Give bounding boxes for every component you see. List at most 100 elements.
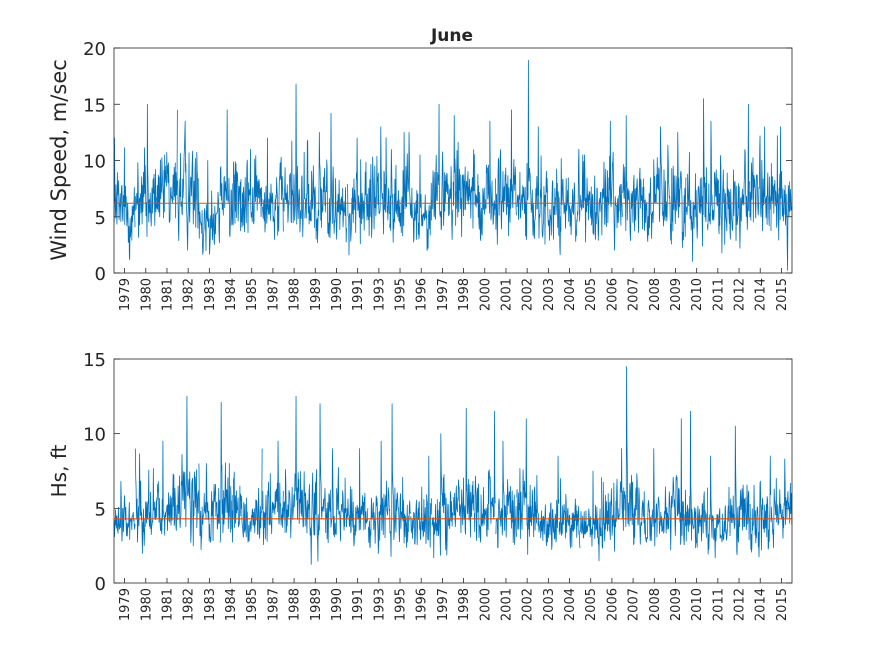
x-tick-label: 1988: [288, 588, 303, 621]
series-segment-1984: [219, 109, 242, 237]
x-tick-label: 1982: [182, 588, 197, 621]
x-tick-label: 2005: [584, 588, 599, 621]
wave-height-y-ticks: 0 5 10 15: [83, 350, 792, 595]
y-tick-label: 0: [95, 574, 106, 595]
wind-speed-y-axis-label: Wind Speed, m/sec: [47, 59, 71, 261]
x-tick-label: 2015: [775, 588, 790, 621]
x-tick-label: 2005: [584, 278, 599, 311]
series-segment-1989: [304, 403, 327, 565]
x-tick-label: 1997: [436, 588, 451, 621]
series-segment-1985: [240, 148, 263, 234]
series-segment-1998: [452, 115, 475, 238]
x-tick-label: 2004: [563, 278, 578, 311]
x-tick-label: 2002: [521, 278, 536, 311]
series-segment-1991: [346, 448, 369, 547]
x-tick-label: 2001: [499, 588, 514, 621]
x-tick-label: 1995: [394, 588, 409, 621]
x-tick-label: 1984: [224, 588, 239, 621]
x-tick-label: 2010: [690, 588, 705, 621]
series-segment-2007: [622, 366, 644, 545]
series-segment-1987: [262, 440, 284, 546]
series-segment-2010: [685, 98, 708, 262]
wind-speed-x-tick-labels: 1979 1980 1981 1982 1983 1984 1985 1987 1988 1989…: [118, 268, 790, 311]
series-segment-2014: [749, 126, 772, 232]
series-segment-1987: [262, 137, 284, 240]
series-segment-1990: [325, 448, 348, 544]
x-tick-label: 1991: [351, 588, 366, 621]
wave-height-series: [113, 366, 793, 565]
y-tick-label: 15: [83, 350, 106, 371]
x-tick-label: 2009: [669, 588, 684, 621]
series-segment-1980: [134, 103, 157, 238]
x-tick-label: 1985: [245, 278, 260, 311]
x-tick-label: 2014: [754, 278, 769, 311]
wave-height-axes-box: [113, 358, 793, 584]
x-tick-label: 1979: [118, 588, 133, 621]
series-segment-1997: [431, 433, 454, 559]
x-tick-label: 1998: [457, 278, 472, 311]
series-segment-1981: [156, 440, 178, 536]
x-tick-label: 2009: [669, 278, 684, 311]
series-segment-2003: [537, 126, 560, 245]
series-segment-1982: [177, 120, 199, 251]
x-tick-label: 1998: [457, 588, 472, 621]
series-segment-2009: [664, 418, 687, 551]
x-tick-label: 2007: [627, 278, 642, 311]
series-segment-2011: [707, 120, 729, 254]
x-tick-label: 1981: [160, 278, 175, 311]
series-segment-1993: [368, 126, 390, 238]
x-tick-label: 2015: [775, 278, 790, 311]
x-tick-label: 2006: [605, 278, 620, 311]
series-segment-2008: [643, 448, 666, 547]
series-segment-2015: [770, 126, 793, 271]
x-tick-label: 2008: [648, 278, 663, 311]
series-segment-2001: [495, 440, 517, 549]
series-segment-1979: [113, 137, 136, 261]
series-segment-2009: [664, 131, 687, 249]
series-segment-2015: [770, 458, 793, 549]
x-tick-label: 1982: [182, 278, 197, 311]
x-tick-label: 2011: [711, 588, 726, 621]
series-segment-1998: [452, 407, 475, 538]
x-tick-label: 2008: [648, 588, 663, 621]
wind-speed-plot-area: [114, 48, 792, 273]
y-tick-label: 10: [83, 425, 106, 446]
x-tick-label: 2001: [499, 278, 514, 311]
x-tick-label: 1980: [139, 278, 154, 311]
x-tick-label: 1993: [372, 278, 387, 311]
series-segment-2002: [516, 418, 538, 555]
x-tick-label: 2003: [542, 278, 557, 311]
x-tick-label: 1990: [330, 588, 345, 621]
series-segment-2004: [558, 148, 581, 256]
wind-speed-series: [113, 59, 793, 271]
series-segment-1989: [304, 131, 327, 244]
chart-title: June: [430, 26, 473, 46]
series-segment-2005: [579, 154, 602, 243]
series-segment-1988: [283, 395, 305, 539]
y-tick-label: 10: [83, 152, 106, 173]
series-segment-1995: [389, 403, 411, 558]
y-tick-label: 5: [95, 499, 106, 520]
x-tick-label: 2004: [563, 588, 578, 621]
x-tick-label: 2006: [605, 588, 620, 621]
series-segment-1997: [431, 103, 454, 240]
y-tick-label: 15: [83, 95, 106, 116]
wind-speed-axes-box: [113, 47, 793, 274]
series-segment-2008: [643, 126, 666, 242]
x-tick-label: 2007: [627, 588, 642, 621]
series-segment-2003: [537, 455, 560, 550]
y-tick-label: 0: [95, 264, 106, 285]
wave-height-plot-area: [114, 359, 792, 583]
y-tick-label: 20: [83, 39, 106, 60]
x-tick-label: 1990: [330, 278, 345, 311]
x-tick-label: 1983: [203, 588, 218, 621]
series-segment-2011: [707, 455, 729, 559]
x-tick-label: 2003: [542, 588, 557, 621]
wave-height-y-axis-label: Hs, ft: [47, 444, 71, 497]
x-tick-label: 2012: [733, 278, 748, 311]
series-segment-2001: [495, 109, 517, 245]
series-segment-2000: [473, 410, 496, 543]
wind-speed-y-ticks: 0 5 10 15 20: [83, 39, 792, 285]
x-tick-label: 1985: [245, 588, 260, 621]
